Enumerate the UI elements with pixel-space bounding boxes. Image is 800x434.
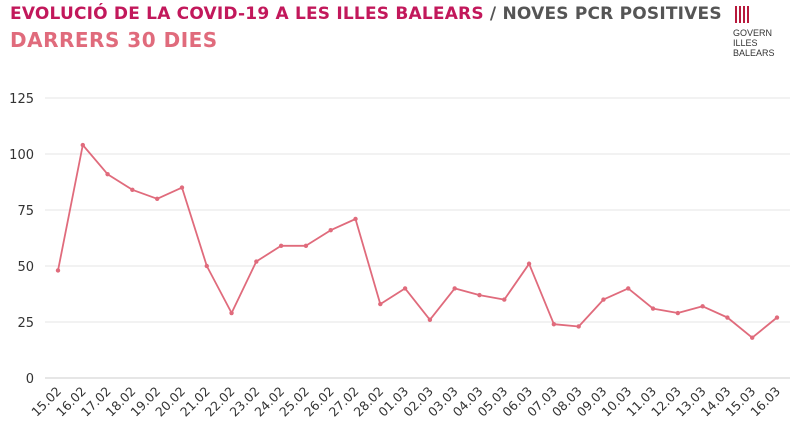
logo-line-2: ILLES [733, 38, 758, 48]
data-point [130, 187, 135, 193]
title-separator: / [489, 4, 497, 24]
data-point [626, 286, 631, 291]
data-point [576, 324, 581, 329]
data-point [204, 263, 209, 269]
data-point [452, 286, 457, 291]
govern-logo-mark-icon [735, 6, 793, 23]
chart-subtitle: DARRERS 30 DIES [10, 28, 218, 52]
data-point [154, 196, 160, 201]
y-tick-label: 25 [17, 316, 34, 331]
data-point [477, 292, 482, 298]
data-point [402, 286, 408, 291]
data-point [229, 310, 234, 316]
data-point [80, 142, 85, 148]
logo-line-3: BALEARS [733, 48, 775, 58]
y-tick-label: 125 [9, 92, 34, 107]
data-point [774, 315, 780, 320]
data-point [353, 216, 358, 222]
data-point [601, 297, 606, 302]
data-point [526, 261, 532, 266]
data-point [55, 268, 61, 273]
govern-logo: GOVERN ILLES BALEARS [733, 6, 793, 58]
y-tick-label: 75 [17, 204, 34, 219]
data-point [303, 243, 309, 249]
y-tick-label: 50 [17, 260, 34, 275]
title-sub: NOVES PCR POSITIVES [502, 4, 722, 24]
data-point [700, 304, 705, 309]
data-point [254, 259, 259, 264]
series-line [57, 144, 778, 339]
data-point [179, 185, 185, 190]
data-point [725, 315, 730, 320]
chart-title: EVOLUCIÓ DE LA COVID-19 A LES ILLES BALE… [10, 4, 722, 24]
data-point [278, 243, 284, 249]
data-point [378, 301, 383, 307]
y-tick-label: 0 [26, 372, 34, 387]
data-point [105, 171, 110, 177]
y-tick-label: 100 [9, 148, 34, 163]
data-point [750, 335, 755, 340]
title-main: EVOLUCIÓ DE LA COVID-19 A LES ILLES BALE… [10, 4, 484, 24]
data-point [328, 227, 333, 233]
data-point [502, 297, 507, 302]
data-point [551, 322, 557, 327]
data-point [427, 317, 433, 322]
chart-header: EVOLUCIÓ DE LA COVID-19 A LES ILLES BALE… [10, 4, 722, 52]
data-point [675, 310, 681, 316]
logo-text: GOVERN ILLES BALEARS [733, 28, 793, 58]
data-point [650, 306, 656, 311]
logo-line-1: GOVERN [733, 28, 773, 38]
